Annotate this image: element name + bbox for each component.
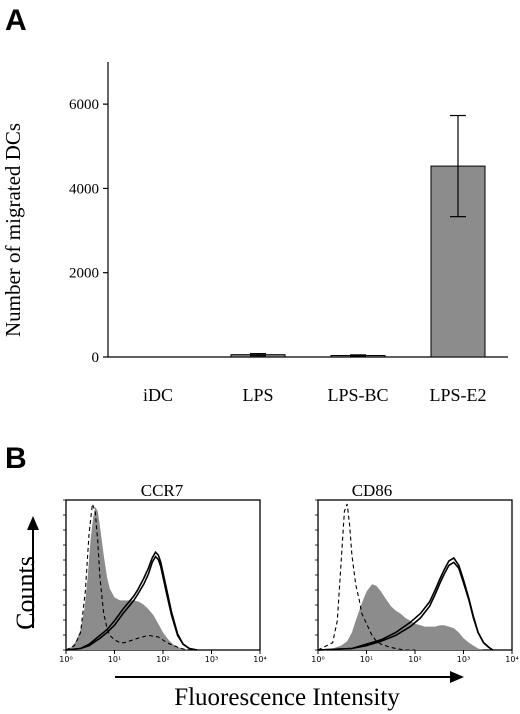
histogram-cd86: 10⁰ 10¹ 10² 10³ 10⁴ xyxy=(311,499,519,664)
histogram-dashed-line xyxy=(317,503,415,651)
x-tick-label: 10⁰ xyxy=(59,655,72,664)
x-tick-label: 10² xyxy=(156,655,169,664)
counts-axis-label: Counts xyxy=(11,556,40,630)
x-tick-label: LPS-E2 xyxy=(429,385,486,405)
x-tick-label: 10³ xyxy=(205,655,218,664)
panel-label-a: A xyxy=(5,4,27,37)
x-tick-label: iDC xyxy=(143,385,173,405)
histogram-ccr7: 10⁰ 10¹ 10² 10³ 10⁴ xyxy=(59,499,267,664)
x-tick-label: 10⁰ xyxy=(311,655,324,664)
bar-chart: 0 2000 4000 6000 iDC LPS LPS-BC LPS-E2 Number … xyxy=(1,62,508,405)
y-axis-label: Number of migrated DCs xyxy=(1,123,25,337)
histogram-title-cd86: CD86 xyxy=(352,481,393,500)
histogram-title-ccr7: CCR7 xyxy=(141,481,184,500)
x-tick-label: 10⁴ xyxy=(253,655,266,664)
counts-axis-arrowhead xyxy=(27,516,39,530)
x-axis-tick-labels: iDC LPS LPS-BC LPS-E2 xyxy=(143,385,487,405)
histogram-solid-line xyxy=(317,556,494,651)
x-tick-label: 10⁴ xyxy=(505,655,518,664)
panel-label-b: B xyxy=(5,442,27,475)
x-tick-label: 10² xyxy=(408,655,421,664)
histogram-filled-area xyxy=(318,584,489,650)
y-tick-label: 2000 xyxy=(69,266,99,282)
histogram-filled-area xyxy=(66,506,197,650)
y-axis-ticks: 0 2000 4000 6000 xyxy=(69,97,108,366)
fluorescence-axis-label: Fluorescence Intensity xyxy=(174,684,400,711)
x-tick-label: LPS xyxy=(242,385,273,405)
x-tick-label: 10¹ xyxy=(360,655,373,664)
y-tick-label: 4000 xyxy=(69,181,99,197)
x-tick-label: LPS-BC xyxy=(327,385,388,405)
fluorescence-axis-arrowhead xyxy=(450,671,464,683)
x-tick-label: 10¹ xyxy=(108,655,121,664)
x-tick-label: 10³ xyxy=(457,655,470,664)
bars xyxy=(230,114,486,358)
histogram-solid-line xyxy=(65,550,198,651)
y-tick-label: 0 xyxy=(92,350,100,366)
y-tick-label: 6000 xyxy=(69,97,99,113)
